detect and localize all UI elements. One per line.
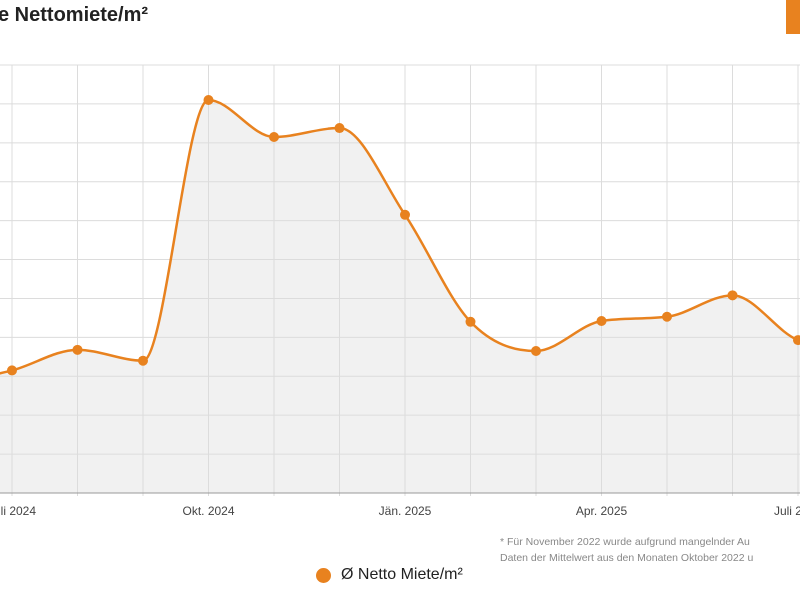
data-point[interactable]: [531, 345, 541, 356]
footnote-line-2: Daten der Mittelwert aus den Monaten Okt…: [500, 552, 754, 564]
legend-marker: [316, 567, 331, 583]
data-point[interactable]: [662, 311, 672, 322]
x-tick-labels: Juli 2024 Okt. 2024 Jän. 2025 Apr. 2025 Juli…: [0, 504, 800, 518]
data-point[interactable]: [269, 131, 279, 142]
x-tick-label: Juli 2025: [774, 504, 800, 518]
series-line: [0, 98, 800, 375]
x-tick-label: Jän. 2025: [379, 504, 432, 518]
grid-lines: [0, 64, 800, 496]
data-point[interactable]: [596, 316, 607, 327]
x-tick-label: Apr. 2025: [576, 504, 628, 518]
data-point[interactable]: [7, 365, 17, 376]
footnote: * Für November 2022 wurde aufgrund mange…: [500, 534, 800, 566]
menu-button[interactable]: [786, 0, 800, 34]
data-point[interactable]: [793, 335, 800, 346]
data-point[interactable]: [400, 209, 410, 220]
series-points: [7, 95, 800, 376]
data-point[interactable]: [334, 123, 345, 134]
data-point[interactable]: [72, 344, 83, 355]
x-tick-label: Juli 2024: [0, 504, 36, 518]
data-point[interactable]: [203, 95, 214, 106]
legend-label: Ø Netto Miete/m²: [341, 566, 463, 583]
data-point[interactable]: [727, 290, 738, 301]
series-area: [0, 100, 800, 493]
x-tick-label: Okt. 2024: [182, 504, 234, 518]
data-point[interactable]: [465, 316, 476, 327]
footnote-line-1: * Für November 2022 wurde aufgrund mange…: [500, 536, 750, 548]
chart-title: e Nettomiete/m²: [0, 4, 149, 26]
data-point[interactable]: [138, 355, 148, 366]
legend[interactable]: Ø Netto Miete/m²: [316, 566, 463, 584]
